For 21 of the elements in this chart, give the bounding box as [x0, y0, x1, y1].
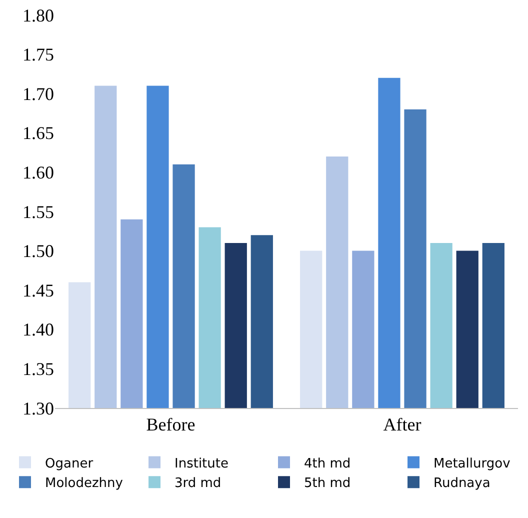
legend-label: 4th md	[304, 456, 351, 472]
y-tick-label: 1.70	[22, 84, 54, 104]
legend-label: Oganer	[45, 456, 94, 472]
legend-label: Metallurgov	[434, 456, 511, 472]
y-tick-label: 1.80	[22, 5, 54, 26]
y-tick-label: 1.50	[22, 241, 54, 262]
y-tick-label: 1.35	[22, 359, 54, 379]
x-tick-label: After	[383, 414, 422, 435]
y-tick-label: 1.65	[22, 123, 54, 144]
y-tick-label: 1.55	[22, 202, 54, 222]
x-tick-label: Before	[146, 414, 196, 435]
y-tick-label: 1.75	[22, 44, 54, 65]
y-tick-label: 1.45	[22, 280, 54, 300]
y-tick-label: 1.30	[22, 398, 54, 418]
legend-label: Rudnaya	[434, 476, 490, 492]
legend-label: Institute	[174, 456, 228, 472]
legend-label: 5th md	[304, 476, 351, 492]
legend-label: Molodezhny	[45, 476, 124, 492]
legend-label: 3rd md	[174, 476, 222, 492]
y-tick-label: 1.40	[22, 320, 54, 340]
y-tick-label: 1.60	[22, 162, 54, 182]
